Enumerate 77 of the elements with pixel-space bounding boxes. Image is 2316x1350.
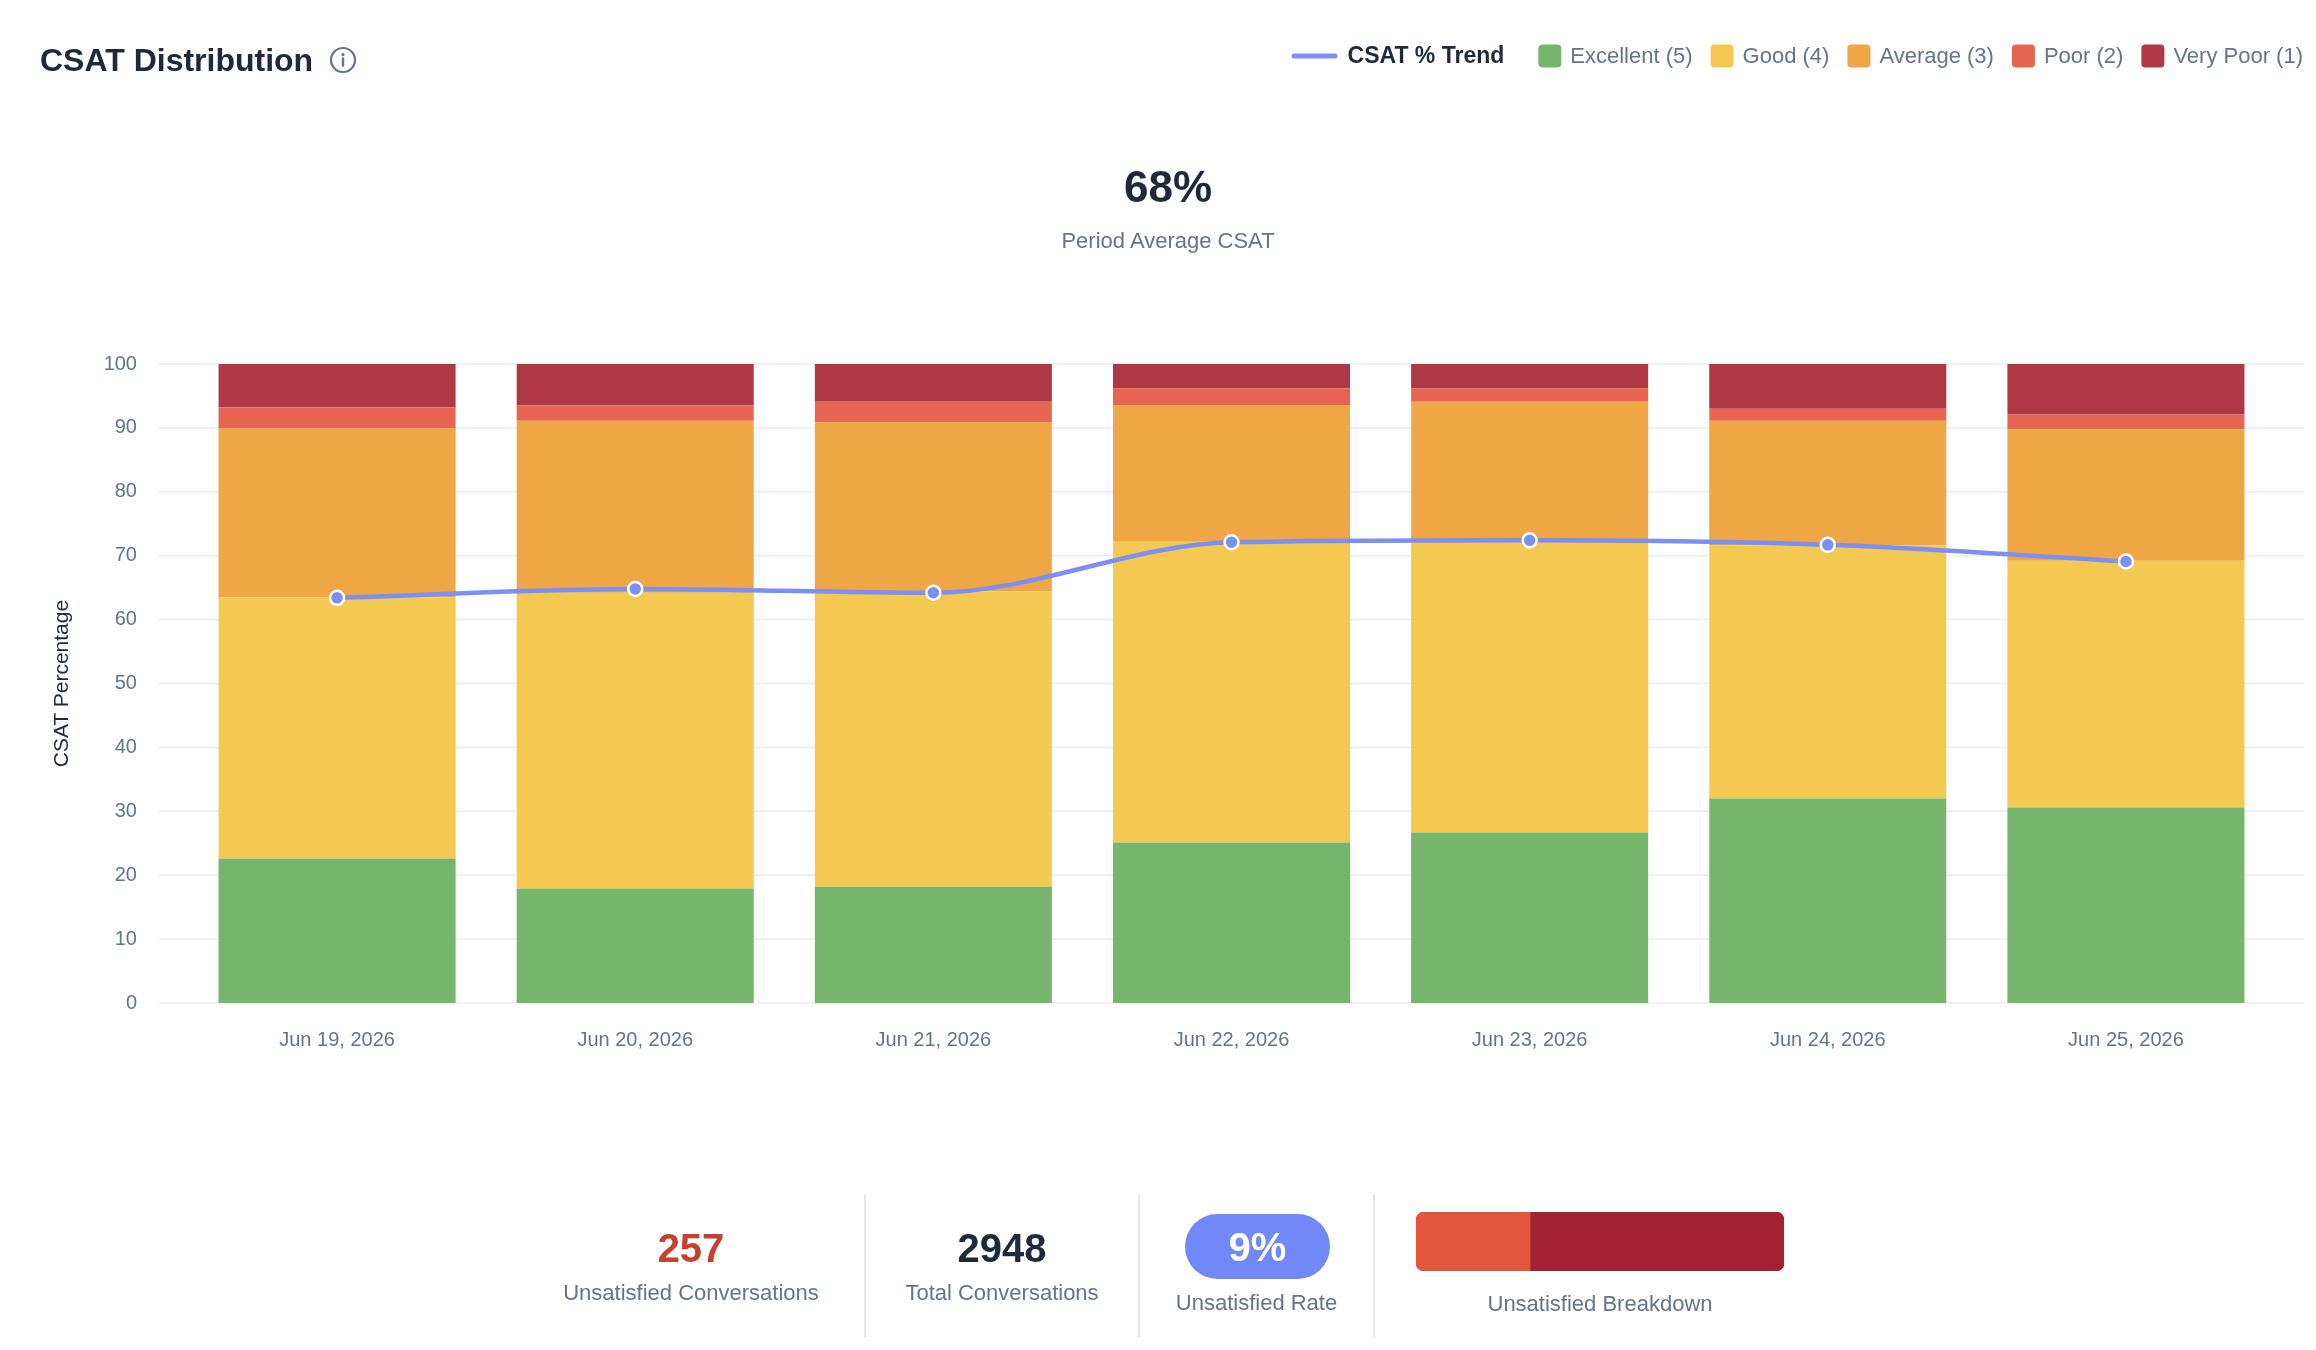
text: Total Conversations	[904, 1279, 1100, 1307]
bar	[1709, 545, 1947, 799]
bar	[1112, 842, 1351, 1003]
bar	[1112, 388, 1351, 405]
chart-title: CSAT Distribution	[40, 41, 314, 80]
point	[2117, 553, 2135, 570]
legend-label: CSAT % Trend	[1347, 42, 1505, 69]
bar	[1411, 364, 1649, 389]
bar	[516, 364, 754, 406]
pill-badge: 9%	[1185, 1214, 1330, 1279]
bar	[218, 428, 456, 598]
bar	[1112, 364, 1351, 389]
bar	[814, 422, 1052, 592]
x-tick-label: Jun 21, 2026	[875, 1027, 992, 1050]
text: Unsatisfied Conversations	[562, 1279, 820, 1307]
point	[328, 589, 346, 607]
legend-label: Good (4)	[1742, 43, 1830, 69]
bar	[2007, 414, 2245, 430]
legend-label: Very Poor (1)	[2173, 43, 2303, 69]
text: 2948	[956, 1225, 1048, 1272]
bar	[1709, 364, 1947, 409]
bar	[516, 405, 754, 421]
y-tick-label: 0	[125, 990, 137, 1013]
bar	[1411, 541, 1649, 833]
legend-label: Average (3)	[1879, 43, 1994, 69]
x-tick-label: Jun 20, 2026	[577, 1027, 694, 1050]
bar	[1411, 388, 1649, 402]
bar	[516, 592, 754, 889]
y-tick-label: 10	[114, 926, 137, 949]
point	[1223, 534, 1240, 551]
bar	[2007, 429, 2245, 561]
x-tick-label: Jun 22, 2026	[1173, 1027, 1290, 1050]
bar	[2007, 807, 2245, 1003]
text: 257	[656, 1225, 726, 1272]
point	[925, 584, 942, 602]
bar	[1411, 832, 1649, 1003]
x-tick-label: Jun 24, 2026	[1769, 1027, 1886, 1050]
y-tick-label: 40	[114, 734, 137, 757]
legend-label: Poor (2)	[2043, 43, 2124, 69]
y-tick-label: 100	[103, 351, 137, 374]
bar	[2007, 364, 2245, 415]
y-tick-label: 70	[114, 543, 137, 566]
point	[626, 580, 644, 598]
bar	[814, 401, 1052, 423]
bar	[1709, 798, 1947, 1003]
point	[1521, 532, 1538, 549]
x-tick-label: Jun 23, 2026	[1471, 1027, 1588, 1050]
bar	[516, 420, 754, 593]
bar	[1112, 404, 1351, 542]
y-tick-label: 90	[114, 415, 137, 438]
x-tick-label: Jun 19, 2026	[279, 1027, 395, 1050]
y-tick-label: 20	[114, 862, 137, 885]
bar	[218, 858, 456, 1003]
bar	[814, 591, 1052, 887]
bar	[1112, 541, 1351, 843]
bar	[814, 364, 1052, 402]
bar	[2007, 560, 2245, 808]
bar	[218, 597, 456, 859]
y-tick-label: 60	[114, 607, 137, 630]
x-axis-title: Unsatisfied Breakdown	[1487, 1290, 1713, 1316]
bar	[1709, 408, 1947, 421]
bar	[218, 407, 456, 429]
bar	[1411, 401, 1649, 541]
legend-label: Excellent (5)	[1570, 43, 1693, 69]
bar	[1709, 420, 1947, 546]
bar	[218, 364, 456, 408]
y-tick-label: 30	[114, 798, 137, 821]
bar	[516, 888, 754, 1003]
x-tick-label: Jun 25, 2026	[2068, 1027, 2184, 1050]
text: Period Average CSAT	[1061, 228, 1275, 254]
y-tick-label: 50	[114, 671, 137, 694]
text: 68%	[1123, 162, 1213, 212]
text: Unsatisfied Rate	[1174, 1289, 1339, 1317]
bar	[814, 886, 1052, 1003]
point	[1819, 536, 1837, 554]
y-axis-title: CSAT Percentage	[49, 599, 73, 768]
y-tick-label: 80	[114, 479, 137, 502]
